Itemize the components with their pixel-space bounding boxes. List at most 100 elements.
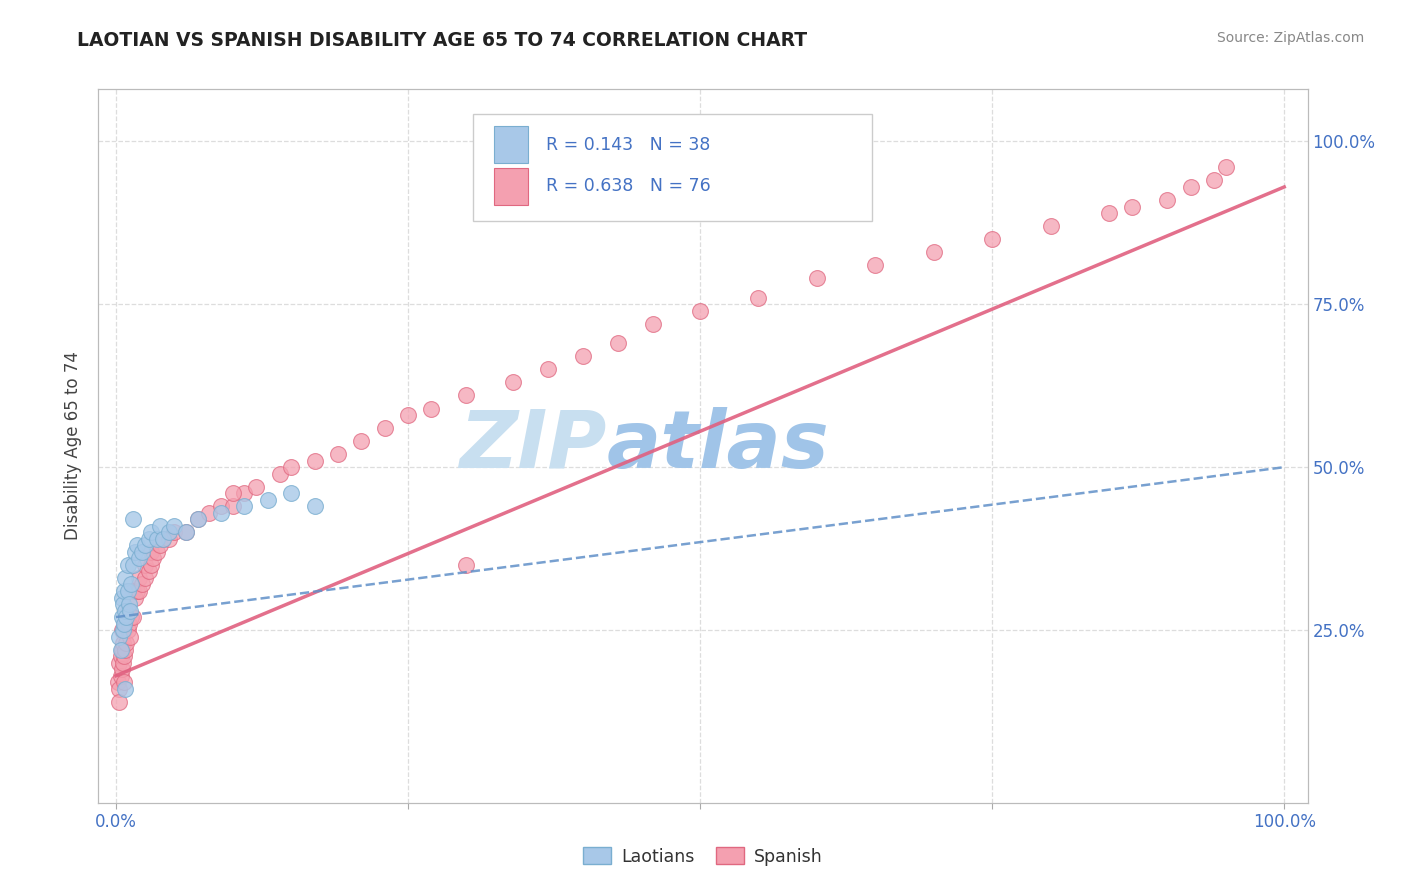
Point [128, 584, 150, 599]
Point [1156, 193, 1178, 207]
Point [134, 538, 156, 552]
Point [157, 532, 180, 546]
Point [124, 545, 146, 559]
Point [114, 616, 136, 631]
Point [108, 695, 131, 709]
Point [139, 558, 162, 572]
Point [111, 597, 134, 611]
Point [198, 506, 221, 520]
Point [110, 642, 132, 657]
Point [1121, 200, 1143, 214]
Point [152, 532, 174, 546]
Point [502, 376, 524, 390]
Point [115, 636, 138, 650]
Point [111, 636, 134, 650]
Point [122, 558, 145, 572]
Point [747, 291, 769, 305]
Point [269, 467, 291, 481]
Point [111, 642, 134, 657]
Point [643, 317, 665, 331]
Point [174, 525, 197, 540]
Point [245, 480, 267, 494]
Point [304, 500, 326, 514]
Point [134, 558, 156, 572]
Point [114, 681, 136, 696]
Point [865, 258, 887, 272]
Point [1180, 180, 1202, 194]
Point [233, 500, 256, 514]
Point [128, 551, 150, 566]
Point [125, 538, 148, 552]
Point [128, 571, 150, 585]
Point [134, 571, 156, 585]
Point [157, 525, 180, 540]
Point [149, 538, 172, 552]
Point [111, 662, 134, 676]
FancyBboxPatch shape [494, 168, 527, 205]
Point [187, 512, 209, 526]
Point [122, 584, 145, 599]
Point [125, 584, 148, 599]
Point [107, 675, 129, 690]
Point [922, 245, 945, 260]
Point [118, 630, 141, 644]
Point [139, 545, 162, 559]
Point [138, 565, 160, 579]
Point [146, 532, 169, 546]
Text: R = 0.143   N = 38: R = 0.143 N = 38 [546, 136, 710, 153]
Point [209, 500, 232, 514]
Point [374, 421, 396, 435]
Point [149, 518, 172, 533]
FancyBboxPatch shape [474, 114, 872, 221]
Point [114, 571, 136, 585]
Point [981, 232, 1004, 246]
Point [456, 388, 478, 402]
Point [152, 532, 174, 546]
Point [350, 434, 373, 449]
Point [1039, 219, 1062, 233]
Point [233, 486, 256, 500]
Point [108, 681, 131, 696]
Point [112, 623, 135, 637]
Point [124, 591, 146, 605]
Point [222, 486, 245, 500]
Point [117, 558, 139, 572]
Y-axis label: Disability Age 65 to 74: Disability Age 65 to 74 [65, 351, 83, 541]
Point [115, 610, 138, 624]
Point [806, 271, 828, 285]
Point [209, 506, 232, 520]
Point [112, 649, 135, 664]
Point [120, 577, 142, 591]
Point [142, 551, 165, 566]
Text: Source: ZipAtlas.com: Source: ZipAtlas.com [1216, 31, 1364, 45]
Point [112, 675, 135, 690]
Point [114, 642, 136, 657]
Legend: Laotians, Spanish: Laotians, Spanish [576, 840, 830, 872]
Point [122, 512, 145, 526]
Point [111, 623, 134, 637]
Point [138, 532, 160, 546]
Point [111, 610, 134, 624]
Point [326, 447, 349, 461]
Point [118, 603, 141, 617]
Point [111, 591, 134, 605]
Point [131, 577, 153, 591]
Point [187, 512, 209, 526]
Point [112, 616, 135, 631]
Point [280, 460, 302, 475]
Text: atlas: atlas [606, 407, 830, 485]
Point [111, 656, 134, 670]
Point [111, 623, 134, 637]
Point [1098, 206, 1121, 220]
Point [256, 492, 278, 507]
Point [139, 525, 162, 540]
Point [304, 453, 326, 467]
Point [117, 584, 139, 599]
Point [174, 525, 197, 540]
Point [118, 597, 141, 611]
Point [114, 603, 136, 617]
Point [537, 362, 560, 376]
Point [117, 603, 139, 617]
Point [120, 610, 142, 624]
Point [131, 545, 153, 559]
